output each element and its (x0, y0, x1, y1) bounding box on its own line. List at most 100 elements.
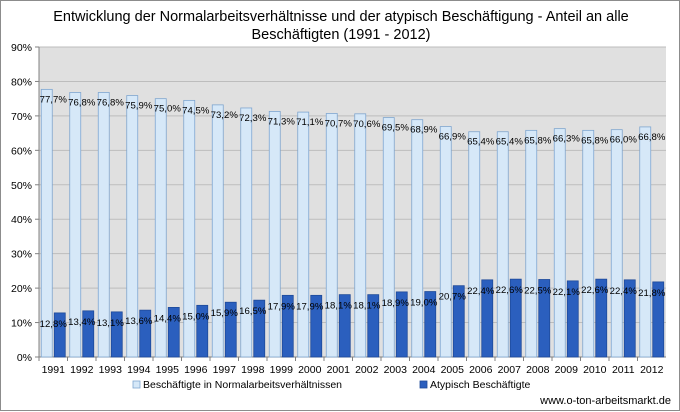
x-tick-label-2011: 2011 (612, 364, 635, 376)
bar-atypical-2003 (395, 291, 408, 358)
x-tick-label-2008: 2008 (526, 364, 550, 376)
data-label-atypical-1994: 13,6% (125, 316, 153, 327)
bar-atypical-2005 (452, 285, 465, 358)
data-label-normal-1993: 76,8% (97, 97, 125, 108)
data-label-normal-2011: 66,0% (610, 135, 638, 146)
bar-atypical-2004 (424, 291, 437, 358)
data-label-normal-2003: 69,5% (382, 123, 410, 134)
data-label-normal-1996: 74,5% (182, 105, 210, 116)
bar-atypical-2012 (652, 281, 665, 358)
bar-normal-2010 (582, 129, 595, 358)
bar-atypical-2002 (367, 294, 380, 358)
bar-normal-1997 (211, 104, 224, 358)
bar-normal-2000 (297, 111, 310, 358)
data-label-atypical-2009: 22,1% (553, 287, 581, 298)
bar-atypical-2011 (623, 279, 636, 358)
bar-atypical-1992 (82, 310, 95, 358)
data-label-normal-2007: 65,4% (496, 137, 524, 148)
bar-normal-1996 (183, 99, 196, 358)
data-label-normal-2009: 66,3% (553, 134, 581, 145)
data-label-normal-1995: 75,0% (154, 104, 182, 115)
x-tick-label-1999: 1999 (270, 364, 294, 376)
x-tick-label-1992: 1992 (70, 364, 94, 376)
bar-normal-1999 (268, 111, 281, 358)
bar-atypical-2006 (481, 279, 494, 358)
y-tick-label-70: 70% (11, 111, 32, 123)
data-label-normal-1998: 72,3% (239, 113, 267, 124)
bar-normal-2012 (639, 126, 652, 358)
data-label-normal-2012: 66,8% (638, 132, 666, 143)
data-label-atypical-2008: 22,5% (524, 286, 552, 297)
data-label-atypical-2001: 18,1% (325, 301, 353, 312)
bar-normal-2011 (610, 129, 623, 358)
data-label-normal-1991: 77,7% (40, 94, 68, 105)
legend-swatch-normal (132, 380, 141, 389)
bar-atypical-1995 (167, 306, 180, 358)
data-label-normal-2010: 65,8% (581, 135, 609, 146)
x-tick-label-1993: 1993 (99, 364, 123, 376)
data-label-atypical-1999: 17,9% (268, 301, 296, 312)
data-label-atypical-2004: 19,0% (410, 298, 438, 309)
bar-normal-2003 (382, 117, 395, 358)
legend-label-atypical: Atypisch Beschäftigte (430, 379, 531, 391)
data-label-normal-1994: 75,9% (125, 101, 153, 112)
data-label-atypical-2010: 22,6% (581, 285, 609, 296)
bar-normal-2009 (553, 128, 566, 358)
data-label-normal-2004: 68,9% (410, 125, 438, 136)
bar-normal-2001 (325, 113, 338, 358)
data-label-atypical-2006: 22,4% (467, 286, 495, 297)
data-label-normal-2000: 71,1% (296, 117, 324, 128)
bar-normal-2008 (525, 129, 538, 358)
bar-atypical-2007 (509, 278, 522, 358)
bar-normal-1991 (40, 88, 53, 358)
x-tick-label-1996: 1996 (184, 364, 208, 376)
legend-swatch-atypical (419, 380, 428, 389)
x-tick-label-1994: 1994 (127, 364, 151, 376)
bar-normal-1994 (126, 95, 139, 358)
source-credit: www.o-ton-arbeitsmarkt.de (539, 395, 671, 407)
data-label-atypical-2012: 21,8% (638, 288, 666, 299)
data-label-normal-2008: 65,8% (524, 135, 552, 146)
y-tick-label-60: 60% (11, 145, 32, 157)
data-label-normal-1992: 76,8% (68, 97, 96, 108)
x-tick-label-1995: 1995 (156, 364, 180, 376)
y-tick-label-50: 50% (11, 180, 32, 192)
bar-atypical-1996 (196, 304, 209, 358)
data-label-normal-2006: 65,4% (467, 137, 495, 148)
x-tick-label-2003: 2003 (384, 364, 408, 376)
x-tick-label-2007: 2007 (498, 364, 522, 376)
y-tick-label-90: 90% (11, 42, 32, 54)
legend: Beschäftigte in Normalarbeitsverhältniss… (132, 379, 531, 391)
bar-normal-2002 (354, 113, 367, 358)
x-tick-label-1998: 1998 (241, 364, 265, 376)
data-label-atypical-1993: 13,1% (97, 318, 125, 329)
bar-normal-1992 (69, 92, 82, 358)
y-tick-label-40: 40% (11, 214, 32, 226)
bar-atypical-1999 (281, 294, 294, 358)
y-tick-label-80: 80% (11, 76, 32, 88)
bar-normal-2004 (411, 119, 424, 358)
data-label-atypical-2007: 22,6% (496, 285, 524, 296)
x-tick-label-2009: 2009 (555, 364, 579, 376)
bar-normal-2005 (439, 126, 452, 358)
bar-normal-1993 (97, 92, 110, 358)
y-tick-label-20: 20% (11, 283, 32, 295)
bar-atypical-2008 (538, 279, 551, 358)
data-label-atypical-2005: 20,7% (439, 292, 467, 303)
data-label-atypical-1996: 15,0% (182, 311, 210, 322)
data-label-normal-1997: 73,2% (211, 110, 239, 121)
bar-normal-1998 (240, 107, 253, 358)
bar-atypical-1993 (110, 311, 123, 358)
data-label-atypical-1991: 12,8% (40, 319, 68, 330)
x-tick-label-2010: 2010 (583, 364, 607, 376)
data-label-normal-2002: 70,6% (353, 119, 381, 130)
bar-atypical-1991 (53, 312, 66, 358)
x-tick-label-2001: 2001 (327, 364, 351, 376)
bar-atypical-2009 (566, 280, 579, 358)
x-tick-label-1991: 1991 (42, 364, 66, 376)
data-label-atypical-1998: 16,5% (239, 306, 267, 317)
data-label-atypical-1992: 13,4% (68, 317, 96, 328)
x-tick-label-2005: 2005 (441, 364, 465, 376)
plot-area: 0%10%20%30%40%50%60%70%80%90%77,7%12,8%1… (11, 42, 666, 376)
